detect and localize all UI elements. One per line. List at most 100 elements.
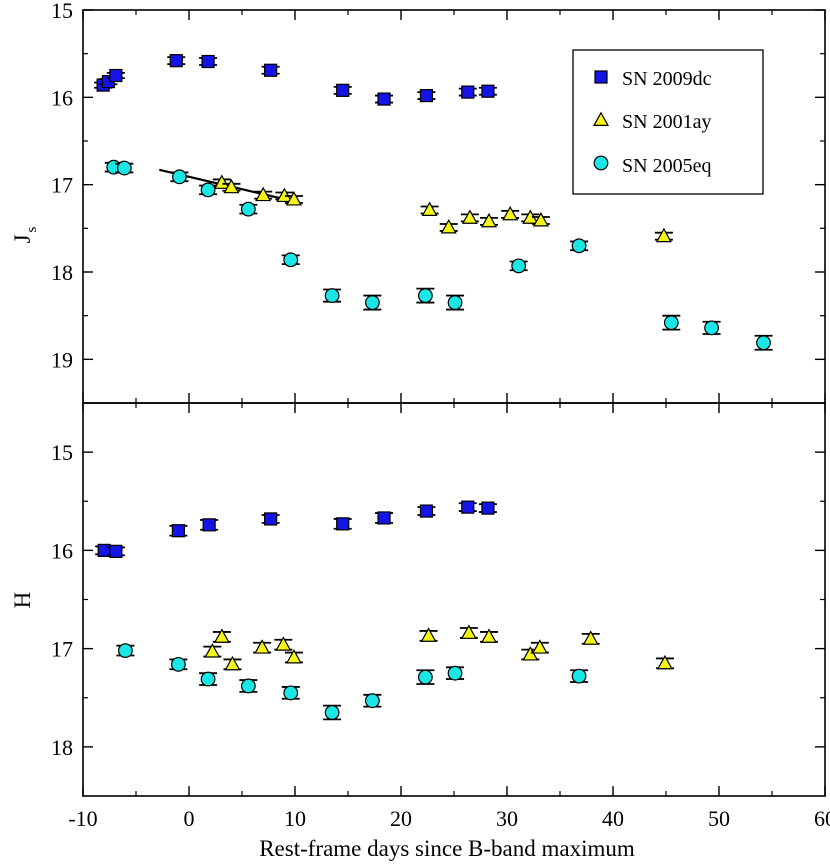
x-tick-label: 30 bbox=[496, 806, 518, 831]
data-point-sn2009dc bbox=[419, 88, 434, 103]
y-axis-label-js: Js bbox=[10, 226, 40, 243]
y-axis-label-h: H bbox=[10, 592, 35, 609]
data-point-sn2001ay bbox=[532, 212, 549, 227]
data-point-sn2005eq bbox=[663, 315, 679, 331]
data-point-sn2005eq bbox=[324, 288, 340, 303]
data-point-sn2005eq bbox=[704, 320, 719, 336]
data-point-sn2009dc bbox=[202, 518, 216, 532]
legend-marker-sn2009dc bbox=[594, 70, 608, 84]
panel-js-points bbox=[94, 54, 773, 351]
panel-h-points bbox=[95, 500, 674, 721]
series-sn2005eq bbox=[116, 643, 589, 721]
data-point-sn2009dc bbox=[336, 517, 350, 531]
y-tick-label: 18 bbox=[51, 735, 73, 760]
legend-marker-shape bbox=[594, 70, 608, 84]
panel-h-ticks: 15 16 17 18 bbox=[51, 440, 825, 760]
data-point-sn2001ay bbox=[480, 628, 497, 643]
data-point-sn2001ay bbox=[275, 636, 292, 651]
data-point-sn2001ay bbox=[420, 627, 437, 642]
data-point-sn2009dc bbox=[109, 544, 123, 558]
data-point-sn2005eq bbox=[283, 685, 299, 701]
data-point-sn2005eq bbox=[364, 295, 380, 310]
data-point-sn2005eq bbox=[364, 693, 380, 709]
data-point-sn2009dc bbox=[201, 54, 215, 69]
data-point-sn2009dc bbox=[461, 500, 475, 514]
legend-marker-shape bbox=[593, 155, 609, 171]
data-point-sn2009dc bbox=[461, 85, 475, 99]
data-point-sn2005eq bbox=[240, 678, 256, 694]
x-axis-label: Rest-frame days since B-band maximum bbox=[259, 836, 635, 861]
data-point-sn2001ay bbox=[440, 219, 457, 234]
data-point-sn2001ay bbox=[461, 209, 478, 224]
y-tick-label: 18 bbox=[51, 260, 73, 285]
data-point-sn2009dc bbox=[264, 63, 278, 77]
data-point-sn2001ay bbox=[213, 174, 230, 189]
y-tick-label: 16 bbox=[51, 85, 73, 110]
data-point-sn2009dc bbox=[377, 92, 391, 106]
data-point-sn2009dc bbox=[109, 68, 123, 83]
data-point-sn2001ay bbox=[656, 654, 673, 670]
y-tick-label: 15 bbox=[51, 0, 73, 23]
data-point-sn2005eq bbox=[417, 288, 433, 303]
data-point-sn2001ay bbox=[285, 649, 302, 664]
data-point-sn2001ay bbox=[421, 201, 438, 216]
data-point-sn2009dc bbox=[336, 83, 350, 97]
data-point-sn2001ay bbox=[254, 639, 271, 654]
data-point-sn2001ay bbox=[480, 212, 497, 228]
data-point-sn2009dc bbox=[377, 511, 391, 525]
data-point-sn2005eq bbox=[447, 665, 463, 681]
data-point-sn2005eq bbox=[756, 335, 771, 351]
panel-js-ticks: 15 16 17 18 19 bbox=[51, 0, 825, 372]
data-point-sn2001ay bbox=[655, 227, 672, 243]
legend-label-sn2005eq: SN 2005eq bbox=[622, 155, 711, 177]
data-point-sn2001ay bbox=[582, 630, 599, 645]
data-point-sn2009dc bbox=[481, 84, 495, 98]
panel-h-frame bbox=[82, 402, 826, 797]
data-point-sn2001ay bbox=[204, 643, 221, 658]
data-point-sn2001ay bbox=[531, 639, 548, 654]
data-point-sn2001ay bbox=[502, 205, 519, 221]
data-point-sn2005eq bbox=[283, 252, 299, 268]
data-point-sn2001ay bbox=[224, 655, 241, 671]
data-point-sn2005eq bbox=[324, 705, 340, 720]
data-point-sn2005eq bbox=[200, 671, 216, 687]
data-point-sn2005eq bbox=[116, 160, 132, 176]
data-point-sn2005eq bbox=[170, 656, 186, 672]
data-point-sn2005eq bbox=[172, 169, 187, 185]
x-axis: -10 0 10 20 30 40 50 60 bbox=[68, 10, 830, 831]
data-point-sn2009dc bbox=[171, 524, 185, 538]
legend-label-sn2009dc: SN 2009dc bbox=[622, 68, 712, 90]
data-point-sn2001ay bbox=[223, 178, 240, 194]
series-sn2009dc bbox=[94, 54, 497, 106]
data-point-sn2001ay bbox=[460, 624, 477, 639]
legend-marker-shape bbox=[592, 111, 610, 127]
data-point-sn2009dc bbox=[169, 54, 183, 68]
data-point-sn2001ay bbox=[276, 187, 293, 203]
panel-js: 15 16 17 18 19 Js SN 2009dc SN 2001ay SN 200… bbox=[10, 0, 826, 404]
x-tick-label: 40 bbox=[602, 806, 624, 831]
data-point-sn2005eq bbox=[200, 182, 216, 198]
data-point-sn2009dc bbox=[481, 501, 495, 515]
panel-h: 15 16 17 18 H bbox=[10, 402, 826, 797]
data-point-sn2005eq bbox=[511, 258, 527, 274]
legend-label-sn2001ay: SN 2001ay bbox=[622, 111, 711, 133]
legend-marker-sn2005eq bbox=[593, 155, 609, 171]
data-point-sn2009dc bbox=[419, 504, 434, 518]
y-axis-label-js-sub: s bbox=[24, 226, 40, 232]
x-tick-label: 10 bbox=[284, 806, 306, 831]
data-point-sn2005eq bbox=[571, 238, 587, 254]
y-tick-label: 17 bbox=[51, 637, 73, 662]
data-point-sn2005eq bbox=[117, 643, 133, 658]
y-tick-label: 16 bbox=[51, 538, 73, 563]
data-point-sn2001ay bbox=[255, 186, 272, 202]
x-tick-label: 0 bbox=[184, 806, 195, 831]
series-sn2001ay bbox=[203, 624, 674, 671]
x-tick-label: -10 bbox=[68, 806, 97, 831]
x-tick-label: 20 bbox=[390, 806, 412, 831]
data-point-sn2005eq bbox=[571, 668, 587, 684]
x-tick-label: 50 bbox=[708, 806, 730, 831]
data-point-sn2005eq bbox=[417, 669, 433, 685]
y-axis-label-js-main: J bbox=[10, 234, 35, 243]
data-point-sn2001ay bbox=[213, 628, 230, 643]
